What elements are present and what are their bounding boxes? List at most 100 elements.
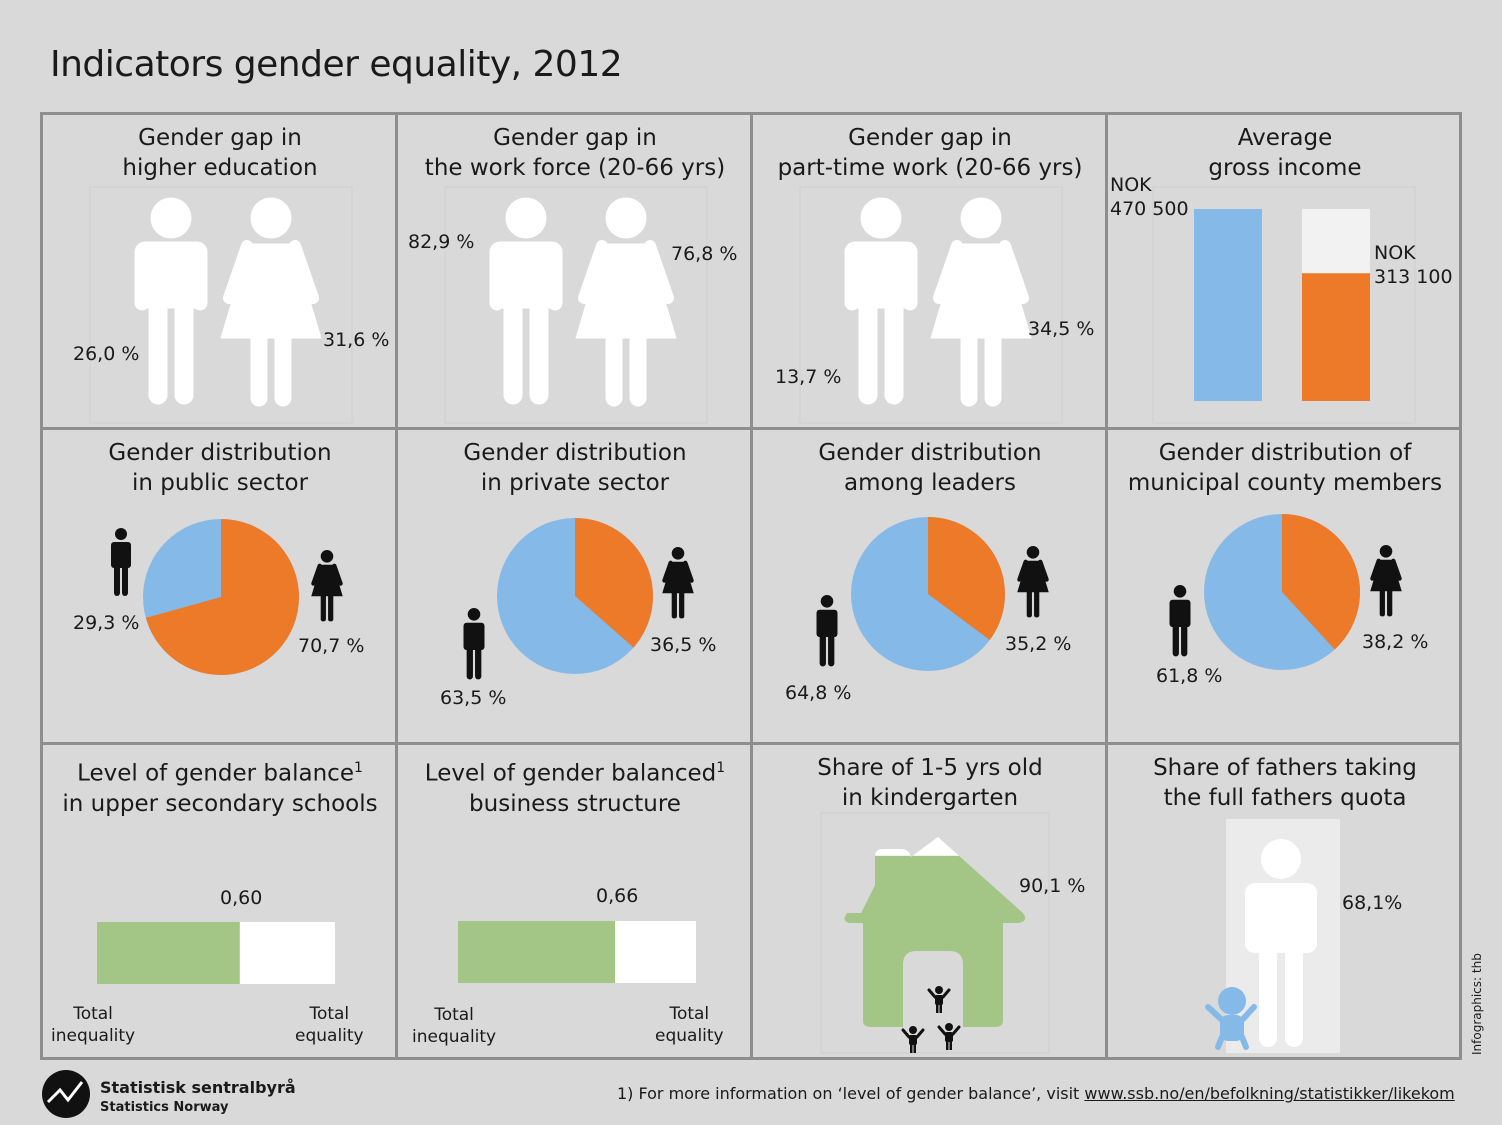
male-value-label: 64,8 % [785,682,852,704]
female-value-label: 34,5 % [1028,318,1095,340]
male-value-label: 61,8 % [1156,665,1223,687]
female-value-label: 70,7 % [298,635,365,657]
panel-kindergarten: Share of 1-5 yrs old in kindergarten 90,… [753,745,1107,1060]
panel-leaders: Gender distribution among leaders 64,8 %… [753,430,1107,745]
figures-work-force [444,186,708,424]
fathers-value-label: 68,1% [1342,892,1403,914]
panel-title: Gender gap in the work force (20-66 yrs) [424,125,726,181]
footnote-link[interactable]: www.ssb.no/en/befolkning/statistikker/li… [1084,1084,1455,1103]
male-income-label: NOK 470 500 [1110,174,1189,220]
scale-right-label: Total equality [655,1004,724,1046]
male-value-label: 82,9 % [408,231,475,253]
balance-bar-fill [458,921,616,983]
female-figure-silhouette [220,197,322,407]
pie-leaders [816,517,1049,671]
panel-schools: Level of gender balance1 in upper second… [43,745,397,1060]
panel-title: Gender distribution among leaders [818,440,1042,496]
baby-icon [1205,987,1257,1050]
panel-work-force: Gender gap in the work force (20-66 yrs)… [398,115,752,430]
panel-fathers: Share of fathers taking the full fathers… [1108,745,1462,1060]
panel-title: Gender distribution of municipal county … [1127,440,1443,496]
balance-value-label: 0,66 [596,885,639,907]
male-icon [816,595,838,667]
male-income-bar [1194,209,1262,401]
balance-bar-business [458,921,696,983]
female-figure-fill [921,334,1041,406]
female-income-bar [1302,273,1370,401]
panel-title: Gender gap in higher education [122,125,318,181]
female-icon [662,547,694,619]
child-icon [937,1023,961,1050]
female-value-label: 31,6 % [323,329,390,351]
panel-higher-education: Gender gap in higher education 26,0 % 31… [43,115,397,430]
female-figure-silhouette [575,197,677,407]
panel-title: Level of gender balanced1 business struc… [424,760,726,817]
panel-business: Level of gender balanced1 business struc… [398,745,752,1060]
panel-public-sector: Gender distribution in public sector 29,… [43,430,397,745]
panel-private-sector: Gender distribution in private sector 63… [398,430,752,745]
female-icon [1370,545,1402,617]
panel-title: Average gross income [1208,125,1362,181]
figure-frame [444,186,708,424]
male-icon [463,608,485,680]
panel-municipal: Gender distribution of municipal county … [1108,430,1462,745]
logo-name: Statistisk sentralbyrå [100,1078,296,1097]
female-value-label: 36,5 % [650,634,717,656]
panel-title: Share of fathers taking the full fathers… [1153,755,1417,811]
pie-slice-female [575,518,653,648]
figure-frame [89,186,353,424]
kindergarten-value-label: 90,1 % [1019,875,1086,897]
panel-title: Gender distribution in private sector [463,440,687,496]
female-value-label: 35,2 % [1005,633,1072,655]
female-icon [1017,546,1049,618]
house-frame [820,812,1050,1054]
ssb-logo-icon [42,1070,90,1118]
income-frame [1152,186,1416,424]
male-value-label: 29,3 % [73,612,140,634]
figures-higher-education [89,186,353,424]
income-bars [1152,186,1416,424]
female-icon [311,550,343,622]
father-figure [1205,819,1340,1053]
panel-title: Level of gender balance1 in upper second… [62,760,378,817]
panel-part-time: Gender gap in part-time work (20-66 yrs)… [753,115,1107,430]
scale-right-label: Total equality [295,1004,364,1046]
pie-public-sector [111,519,343,675]
male-figure-silhouette [844,197,918,405]
figure-frame [799,186,1063,424]
panel-title: Gender gap in part-time work (20-66 yrs) [777,125,1083,181]
female-figure-silhouette [930,197,1032,407]
pie-slice-female [1282,514,1360,650]
male-figure-silhouette [489,197,563,405]
balance-bar-fill [97,922,240,984]
pie-municipal [1169,514,1402,670]
child-icon [901,1026,925,1053]
child-icon [927,986,951,1013]
male-value-label: 26,0 % [73,343,140,365]
footnote: 1) For more information on ‘level of gen… [617,1084,1455,1103]
female-value-label: 76,8 % [671,243,738,265]
page-title: Indicators gender equality, 2012 [50,44,623,85]
female-value-label: 38,2 % [1362,631,1429,653]
figures-part-time [799,186,1063,424]
male-figure-silhouette [134,197,208,405]
house-figure [820,812,1050,1054]
balance-value-label: 0,60 [220,887,263,909]
scale-left-label: Total inequality [412,1005,497,1047]
male-icon [1169,585,1191,657]
panel-title: Gender distribution in public sector [108,440,332,496]
panel-income: Average gross income NOK 470 500 NOK 313… [1108,115,1462,430]
father-silhouette [1245,839,1317,1047]
male-icon [111,528,131,596]
pie-slice-female [928,517,1005,641]
male-value-label: 13,7 % [775,366,842,388]
logo-subtitle: Statistics Norway [100,1100,229,1115]
credit: Infographics: thb [1470,953,1484,1055]
female-figure-fill [211,340,331,406]
pie-slice-female [145,519,299,675]
panel-title: Share of 1-5 yrs old in kindergarten [817,755,1043,811]
indicator-grid: Gender gap in higher education 26,0 % 31… [40,112,1462,1060]
female-income-label: NOK 313 100 [1374,242,1453,288]
scale-left-label: Total inequality [51,1004,136,1046]
balance-bar-schools [97,922,335,984]
